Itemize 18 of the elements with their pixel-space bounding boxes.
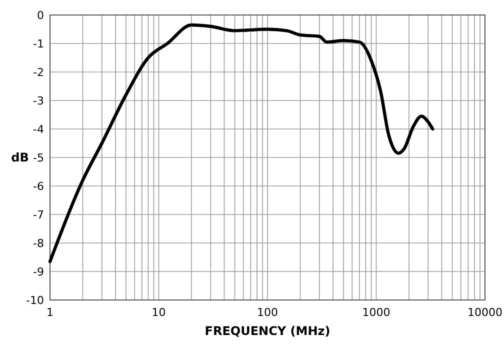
x-tick-label: 10000 [468,306,502,319]
y-tick-label: 0 [37,9,44,22]
y-tick-label: -2 [33,66,44,79]
x-axis-title: FREQUENCY (MHz) [204,324,330,338]
x-tick-label: 1 [46,306,54,319]
x-tick-label: 100 [257,306,278,319]
x-tick-label: 1000 [362,306,390,319]
y-tick-label: -8 [33,237,44,250]
y-tick-label: -6 [33,180,44,193]
y-tick-label: -4 [33,123,44,136]
x-tick-label: 10 [152,306,166,319]
y-tick-label: -10 [26,294,44,307]
y-tick-label: -1 [33,38,44,50]
y-tick-label: -5 [33,152,44,164]
y-tick-label: -3 [33,94,44,108]
y-tick-label: -9 [33,266,44,278]
y-axis-title: dB [11,150,29,164]
y-tick-label: -7 [33,208,44,222]
